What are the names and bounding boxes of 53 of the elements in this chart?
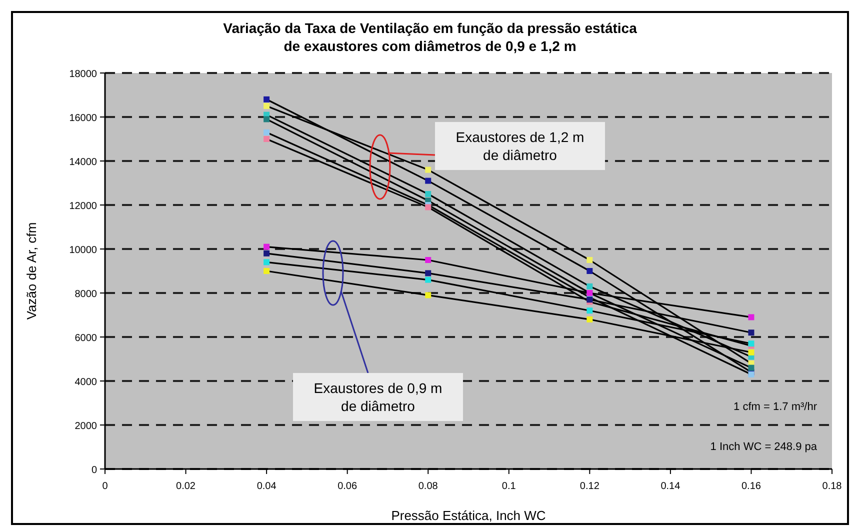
annotation: Exaustores de 1,2 m de diâmetro — [456, 129, 584, 163]
point — [425, 270, 432, 276]
x-tick-label: 0.02 — [176, 481, 196, 492]
y-tick-label: 4000 — [74, 377, 98, 388]
x-tick-label: 0.16 — [741, 481, 762, 492]
y-tick-label: 2000 — [74, 421, 98, 432]
point — [264, 268, 270, 274]
annotation: 1 Inch WC = 248.9 pa — [710, 441, 818, 453]
y-tick-label: 16000 — [69, 113, 98, 124]
point — [264, 96, 270, 102]
point — [425, 178, 432, 184]
chart-title: Variação da Taxa de Ventilação em função da pressão estática de exaustores com diâmetros de 0,9 e 1,2 m — [223, 20, 638, 54]
point — [425, 204, 432, 210]
annotation: Exaustores de 0,9 m de diâmetro — [314, 380, 442, 414]
annotation: 1 cfm = 1.7 m³/hr — [734, 401, 818, 413]
point — [264, 259, 270, 266]
point — [586, 283, 593, 290]
y-tick-label: 14000 — [69, 157, 98, 168]
point — [425, 292, 432, 298]
point — [586, 316, 593, 322]
y-tick-label: 12000 — [69, 201, 98, 212]
x-tick-label: 0.18 — [822, 481, 842, 492]
x-tick-label: 0.06 — [338, 481, 358, 492]
point — [264, 244, 270, 250]
point — [586, 308, 593, 314]
point — [264, 136, 270, 142]
x-tick-label: 0 — [102, 481, 108, 492]
x-axis-title: Pressão Estática, Inch WC — [391, 508, 546, 523]
y-tick-label: 10000 — [69, 245, 98, 256]
point — [264, 250, 270, 256]
point — [586, 268, 593, 274]
point — [264, 116, 270, 122]
y-tick-label: 8000 — [74, 289, 98, 300]
x-tick-label: 0.14 — [660, 481, 681, 492]
x-tick-label: 0.12 — [580, 481, 600, 492]
point — [264, 129, 270, 136]
point — [264, 103, 270, 109]
point — [586, 257, 593, 263]
y-tick-label: 6000 — [74, 333, 98, 344]
y-axis-title: Vazão de Ar, cfm — [24, 222, 39, 320]
point — [425, 191, 432, 197]
x-tick-label: 0.1 — [502, 481, 516, 492]
point — [425, 166, 432, 173]
y-tick-label: 18000 — [69, 69, 98, 80]
point — [748, 349, 754, 356]
x-tick-label: 0.04 — [256, 481, 277, 492]
y-tick-label: 0 — [91, 465, 98, 476]
point — [425, 257, 432, 263]
point — [748, 364, 754, 371]
point — [748, 330, 754, 336]
point — [425, 276, 432, 283]
point — [748, 314, 754, 320]
x-tick-label: 0.08 — [418, 481, 438, 492]
